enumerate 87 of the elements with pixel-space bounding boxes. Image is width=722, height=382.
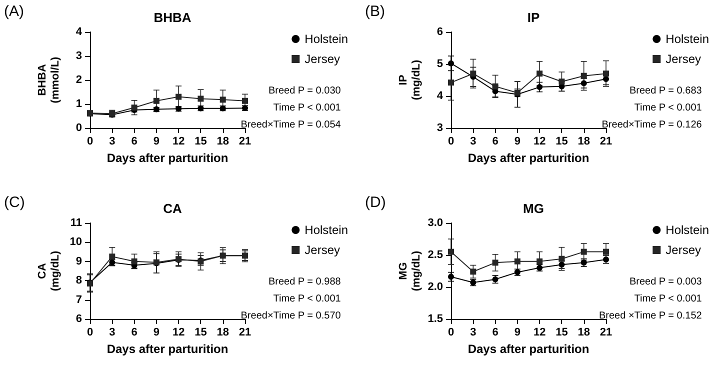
x-tick-label: 3: [470, 326, 476, 338]
x-tick-label: 6: [131, 136, 138, 148]
y-tick-label: 3.0: [428, 217, 443, 229]
legend-label: Jersey: [666, 243, 701, 257]
text: (D): [365, 194, 386, 211]
text: Breed P = 0.003: [629, 276, 702, 288]
y-axis-title: IP (mg/dL): [398, 60, 422, 100]
x-tick-label: 6: [492, 136, 498, 148]
x-tick-label: 12: [172, 136, 185, 148]
y-tick-label: 4: [76, 26, 83, 38]
legend-label: Jersey: [304, 243, 340, 257]
x-tick-label: 21: [600, 136, 612, 148]
y-tick-label: 7: [76, 294, 82, 306]
x-tick-label: 9: [153, 326, 160, 338]
x-axis-title: Days after parturition: [106, 151, 228, 165]
chart-title: BHBA: [154, 10, 192, 25]
x-tick-label: 9: [514, 326, 520, 338]
y-tick-label: 2.0: [428, 281, 443, 293]
y-tick-label: 10: [70, 236, 82, 248]
legend-label: Holstein: [304, 223, 348, 237]
text: Time P < 0.001: [273, 102, 342, 114]
annotation: Breed×Time P = 0.054: [240, 120, 342, 130]
y-tick-label: 4: [436, 90, 444, 102]
x-tick-label: 6: [492, 326, 498, 338]
x-tick-label: 15: [556, 136, 568, 148]
legend-label: Holstein: [666, 223, 710, 237]
x-tick-label: 3: [470, 136, 476, 148]
x-tick-label: 3: [109, 136, 116, 148]
x-tick-label: 15: [556, 326, 568, 338]
x-tick-label: 12: [533, 326, 546, 338]
annotation: Breed×Time P = 0.570: [240, 310, 342, 322]
x-tick-label: 21: [238, 136, 252, 148]
x-tick-label: 21: [238, 326, 252, 338]
x-axis-title: Days after parturition: [106, 342, 228, 356]
x-tick-label: 0: [86, 326, 94, 338]
y-tick-label: 2.5: [428, 249, 443, 261]
y-axis-title: CA (mg/dL): [36, 250, 62, 292]
text: Time P < 0.001: [273, 294, 342, 304]
y-axis-title: MG (mg/dL): [398, 250, 422, 292]
x-tick-label: 0: [448, 326, 454, 338]
x-tick-label: 15: [194, 326, 207, 338]
y-tick-label: 6: [76, 313, 82, 325]
text: (C): [4, 194, 25, 211]
text: (B): [365, 3, 385, 20]
legend-label: Holstein: [666, 32, 710, 46]
x-tick-label: 18: [216, 326, 229, 338]
legend-label: Jersey: [666, 52, 701, 66]
y-tick-label: 5: [436, 58, 443, 70]
y-tick-label: 2: [76, 74, 82, 86]
annotation: Breed×Time P = 0.126: [602, 120, 702, 130]
x-tick-label: 0: [448, 136, 454, 148]
x-tick-label: 18: [578, 136, 590, 148]
x-tick-label: 12: [172, 326, 185, 338]
x-tick-label: 18: [578, 326, 590, 338]
x-axis-title: Days after parturition: [468, 342, 590, 356]
y-tick-label: 9: [76, 255, 82, 268]
y-tick-label: 0: [76, 122, 82, 134]
x-tick-label: 12: [533, 136, 546, 148]
text: Breed P = 0.030: [268, 86, 342, 96]
y-axis-title: BHBA (mmol/L): [36, 56, 62, 104]
x-tick-label: 0: [86, 136, 94, 148]
x-tick-label: 6: [131, 326, 138, 338]
legend-label: Holstein: [304, 32, 348, 46]
text: Time P < 0.001: [634, 102, 702, 114]
chart-title: MG: [523, 201, 544, 216]
x-tick-label: 21: [600, 326, 612, 338]
legend-label: Jersey: [304, 52, 340, 66]
text: Breed P = 0.988: [268, 276, 342, 288]
y-tick-label: 1: [76, 98, 82, 110]
text: (A): [4, 3, 24, 20]
y-tick-label: 11: [70, 217, 82, 229]
y-tick-label: 6: [436, 26, 443, 38]
text: Time P < 0.001: [634, 294, 702, 304]
x-axis-title: Days after parturition: [468, 151, 590, 165]
x-tick-label: 3: [109, 326, 116, 338]
text: Breed P = 0.683: [629, 86, 702, 96]
chart-title: CA: [163, 201, 182, 216]
y-tick-label: 3: [436, 122, 443, 134]
annotation: Breed ×Time P = 0.152: [598, 310, 702, 322]
y-tick-label: 3: [76, 50, 82, 62]
y-tick-label: 8: [76, 274, 82, 287]
chart-title: IP: [527, 10, 540, 25]
x-tick-label: 18: [216, 136, 229, 148]
x-tick-label: 15: [194, 136, 207, 148]
x-tick-label: 9: [514, 136, 520, 148]
x-tick-label: 9: [153, 136, 160, 148]
y-tick-label: 1.5: [428, 313, 443, 325]
